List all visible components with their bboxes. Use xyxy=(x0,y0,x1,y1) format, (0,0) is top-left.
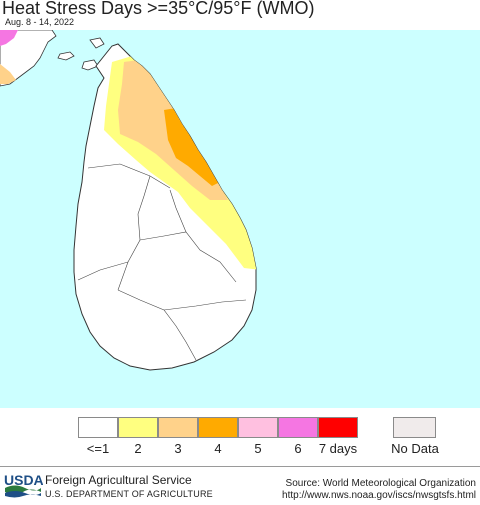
island xyxy=(57,51,75,61)
legend-label-1: <=1 xyxy=(86,441,110,456)
heat-stress-map xyxy=(0,30,480,408)
usda-org-name: Foreign Agricultural Service xyxy=(45,473,192,487)
legend-nodata-swatch xyxy=(393,417,436,438)
legend-swatch-2 xyxy=(118,417,158,438)
legend-swatch-3 xyxy=(158,417,198,438)
legend-swatch-5 xyxy=(238,417,278,438)
usda-department: U.S. DEPARTMENT OF AGRICULTURE xyxy=(45,489,213,499)
india-heat-3-days xyxy=(0,64,16,84)
usda-logo-text: USDA xyxy=(4,472,43,488)
footer-divider xyxy=(0,466,480,467)
source-url[interactable]: http://www.nws.noaa.gov/iscs/nwsgtsfs.ht… xyxy=(282,490,476,501)
source-text: Source: World Meteorological Organizatio… xyxy=(285,478,476,489)
india-heat-6-days xyxy=(0,30,18,46)
island xyxy=(89,37,105,49)
india-mainland xyxy=(0,30,57,87)
legend-nodata-label: No Data xyxy=(391,441,439,456)
legend-swatch-7 xyxy=(318,417,358,438)
island xyxy=(81,59,99,71)
legend-label-5: 5 xyxy=(254,441,262,456)
legend-label-3: 3 xyxy=(174,441,182,456)
legend-label-4: 4 xyxy=(214,441,222,456)
legend-swatch-6 xyxy=(278,417,318,438)
province-borders xyxy=(77,163,247,361)
legend-swatch-4 xyxy=(198,417,238,438)
map-title: Heat Stress Days >=35°C/95°F (WMO) xyxy=(2,0,315,18)
legend-label-7: 7 days xyxy=(318,441,358,456)
heat-4-days-zone xyxy=(164,108,220,186)
legend-label-2: 2 xyxy=(134,441,142,456)
date-range: Aug. 8 - 14, 2022 xyxy=(5,17,75,27)
legend-label-6: 6 xyxy=(294,441,302,456)
usda-logo: USDA xyxy=(4,472,43,498)
legend-swatch-1 xyxy=(78,417,118,438)
